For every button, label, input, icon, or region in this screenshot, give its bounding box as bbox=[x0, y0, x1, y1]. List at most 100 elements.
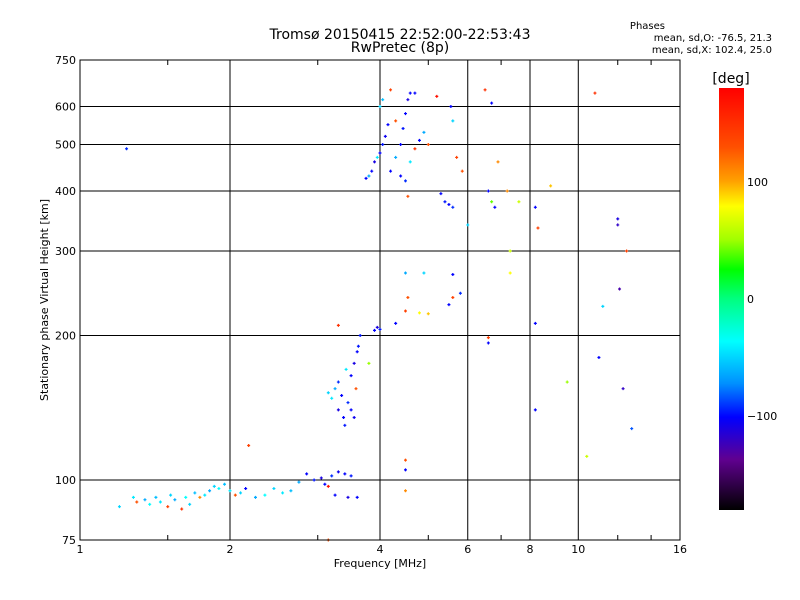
data-point bbox=[378, 105, 382, 109]
data-point bbox=[451, 296, 455, 300]
data-point bbox=[486, 189, 490, 193]
data-point bbox=[346, 495, 350, 499]
data-point bbox=[344, 367, 348, 371]
x-tick-label: 10 bbox=[571, 543, 585, 556]
data-point bbox=[389, 169, 393, 173]
data-point bbox=[263, 493, 267, 497]
data-point bbox=[354, 387, 358, 391]
data-point bbox=[597, 355, 601, 359]
data-point bbox=[449, 105, 453, 109]
data-point bbox=[212, 484, 216, 488]
data-point bbox=[247, 444, 251, 448]
axis-ticks: 1 2 4 6 8 10 16 75 100 200 300 400 500 600 750 bbox=[55, 54, 687, 556]
data-point bbox=[319, 476, 323, 480]
data-point bbox=[403, 468, 407, 472]
data-point bbox=[169, 493, 173, 497]
data-point bbox=[349, 408, 353, 412]
data-point bbox=[289, 489, 293, 493]
data-point bbox=[239, 491, 243, 495]
data-point bbox=[188, 502, 192, 506]
data-point bbox=[381, 143, 385, 147]
y-tick-label: 500 bbox=[55, 139, 76, 152]
data-point bbox=[375, 325, 379, 329]
data-point bbox=[336, 408, 340, 412]
data-point bbox=[486, 341, 490, 345]
data-point bbox=[403, 112, 407, 116]
data-point bbox=[323, 482, 327, 486]
data-point bbox=[401, 126, 405, 130]
data-point bbox=[333, 387, 337, 391]
data-point bbox=[297, 480, 301, 484]
data-point bbox=[422, 130, 426, 134]
x-tick-label: 1 bbox=[77, 543, 84, 556]
data-point bbox=[451, 273, 455, 277]
data-point bbox=[394, 119, 398, 123]
data-point bbox=[364, 176, 368, 180]
data-point bbox=[435, 94, 439, 98]
data-point bbox=[406, 296, 410, 300]
data-point bbox=[496, 160, 500, 164]
data-point bbox=[483, 88, 487, 92]
data-point bbox=[343, 423, 347, 427]
data-point bbox=[223, 482, 227, 486]
data-point bbox=[508, 249, 512, 253]
data-point bbox=[305, 472, 309, 476]
data-point bbox=[426, 312, 430, 316]
y-tick-label: 300 bbox=[55, 245, 76, 258]
data-points bbox=[117, 88, 634, 542]
data-point bbox=[370, 169, 374, 173]
data-point bbox=[336, 470, 340, 474]
data-point bbox=[413, 91, 417, 95]
data-point bbox=[131, 495, 135, 499]
data-point bbox=[333, 493, 337, 497]
data-point bbox=[367, 361, 371, 365]
data-point bbox=[343, 472, 347, 476]
x-axis-label: Frequency [MHz] bbox=[334, 557, 426, 570]
data-point bbox=[466, 223, 470, 227]
data-point bbox=[349, 374, 353, 378]
data-point bbox=[383, 134, 387, 138]
data-point bbox=[621, 387, 625, 391]
data-point bbox=[143, 498, 147, 502]
y-axis-label: Stationary phase Virtual Height [km] bbox=[38, 199, 51, 401]
data-point bbox=[378, 327, 382, 331]
data-point bbox=[533, 205, 537, 209]
data-point bbox=[198, 495, 202, 499]
data-point bbox=[549, 184, 553, 188]
data-point bbox=[326, 391, 330, 395]
data-point bbox=[336, 323, 340, 327]
x-tick-label: 2 bbox=[227, 543, 234, 556]
data-point bbox=[406, 98, 410, 102]
data-point bbox=[180, 507, 184, 511]
data-point bbox=[125, 147, 129, 151]
data-point bbox=[505, 189, 509, 193]
data-point bbox=[330, 474, 334, 478]
x-tick-label: 8 bbox=[527, 543, 534, 556]
data-point bbox=[184, 495, 188, 499]
data-point bbox=[326, 484, 330, 488]
data-point bbox=[616, 217, 620, 221]
data-point bbox=[536, 226, 540, 230]
data-point bbox=[455, 155, 459, 159]
data-point bbox=[336, 380, 340, 384]
data-point bbox=[426, 143, 430, 147]
data-point bbox=[272, 487, 276, 491]
data-point bbox=[403, 458, 407, 462]
data-point bbox=[173, 498, 177, 502]
colorbar-ticks: 100 0 −100 bbox=[747, 176, 777, 423]
data-point bbox=[630, 427, 634, 431]
data-point bbox=[585, 454, 589, 458]
data-point bbox=[406, 194, 410, 198]
data-point bbox=[403, 489, 407, 493]
data-point bbox=[158, 500, 162, 504]
data-point bbox=[381, 98, 385, 102]
data-point bbox=[367, 174, 371, 178]
y-tick-label: 200 bbox=[55, 330, 76, 343]
y-tick-label: 75 bbox=[62, 534, 76, 547]
data-point bbox=[356, 344, 360, 348]
plot-frame bbox=[79, 59, 681, 541]
data-point bbox=[208, 489, 212, 493]
grid-lines bbox=[80, 60, 680, 540]
data-point bbox=[490, 101, 494, 105]
colorbar-tick-label: 0 bbox=[747, 293, 754, 306]
